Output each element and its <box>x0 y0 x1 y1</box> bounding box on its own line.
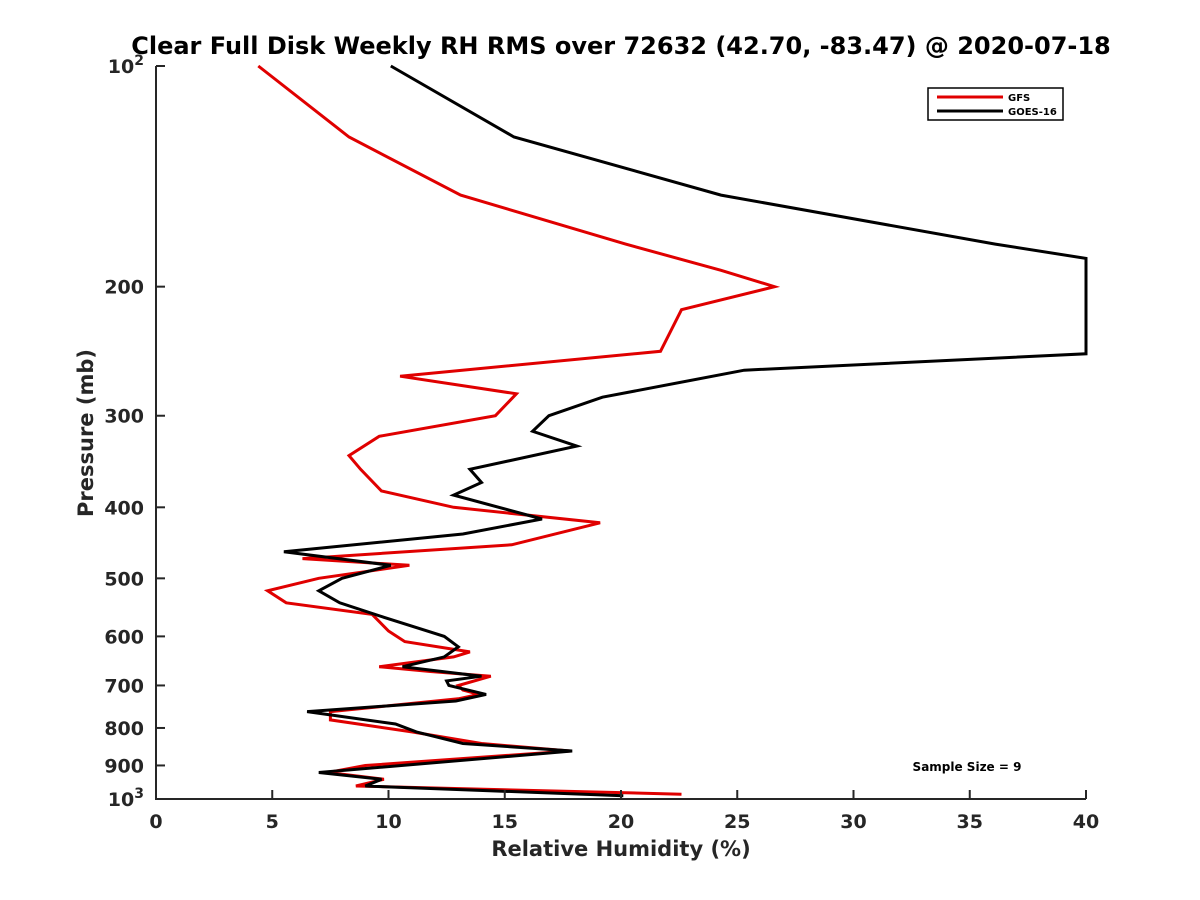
axis-frame <box>155 66 1086 800</box>
y-tick-label: 200 <box>104 277 144 299</box>
plot-area: 0 5 10 15 20 25 30 35 40 102 200 300 400 500 600 700 80… <box>104 53 1099 833</box>
x-tick-label: 20 <box>608 811 634 833</box>
y-tick-label: 300 <box>104 406 144 428</box>
legend-box <box>927 87 1064 121</box>
y-tick-label: 102 <box>108 53 144 78</box>
legend: GFS GOES-16 <box>927 87 1064 121</box>
x-tick-label: 15 <box>492 811 518 833</box>
y-tick-label: 600 <box>104 626 144 648</box>
legend-label-goes-16: GOES-16 <box>1008 107 1057 118</box>
x-tick-label: 35 <box>957 811 983 833</box>
series-layer <box>257 64 1088 798</box>
x-tick-label: 30 <box>840 811 866 833</box>
y-tick-label: 400 <box>104 497 144 519</box>
y-tick-label: 500 <box>104 568 144 590</box>
series-line-gfs <box>257 64 781 796</box>
x-tick-label: 0 <box>149 811 162 833</box>
x-axis-label: Relative Humidity (%) <box>491 837 750 861</box>
y-axis-label: Pressure (mb) <box>74 349 98 517</box>
series-line-goes-16 <box>283 64 1088 798</box>
sample-size-annotation: Sample Size = 9 <box>913 760 1022 774</box>
y-tick-label: 103 <box>108 786 144 811</box>
x-tick-label: 10 <box>375 811 401 833</box>
x-tick-label: 40 <box>1073 811 1099 833</box>
y-tick-label: 800 <box>104 718 144 740</box>
y-axis: 102 200 300 400 500 600 700 800 900 103 <box>104 53 165 811</box>
y-tick-label: 900 <box>104 755 144 777</box>
chart-title: Clear Full Disk Weekly RH RMS over 72632… <box>131 32 1111 60</box>
y-tick-label: 700 <box>104 675 144 697</box>
x-tick-label: 25 <box>724 811 750 833</box>
x-axis: 0 5 10 15 20 25 30 35 40 <box>149 790 1099 833</box>
x-tick-label: 5 <box>266 811 279 833</box>
legend-label-gfs: GFS <box>1008 93 1030 104</box>
